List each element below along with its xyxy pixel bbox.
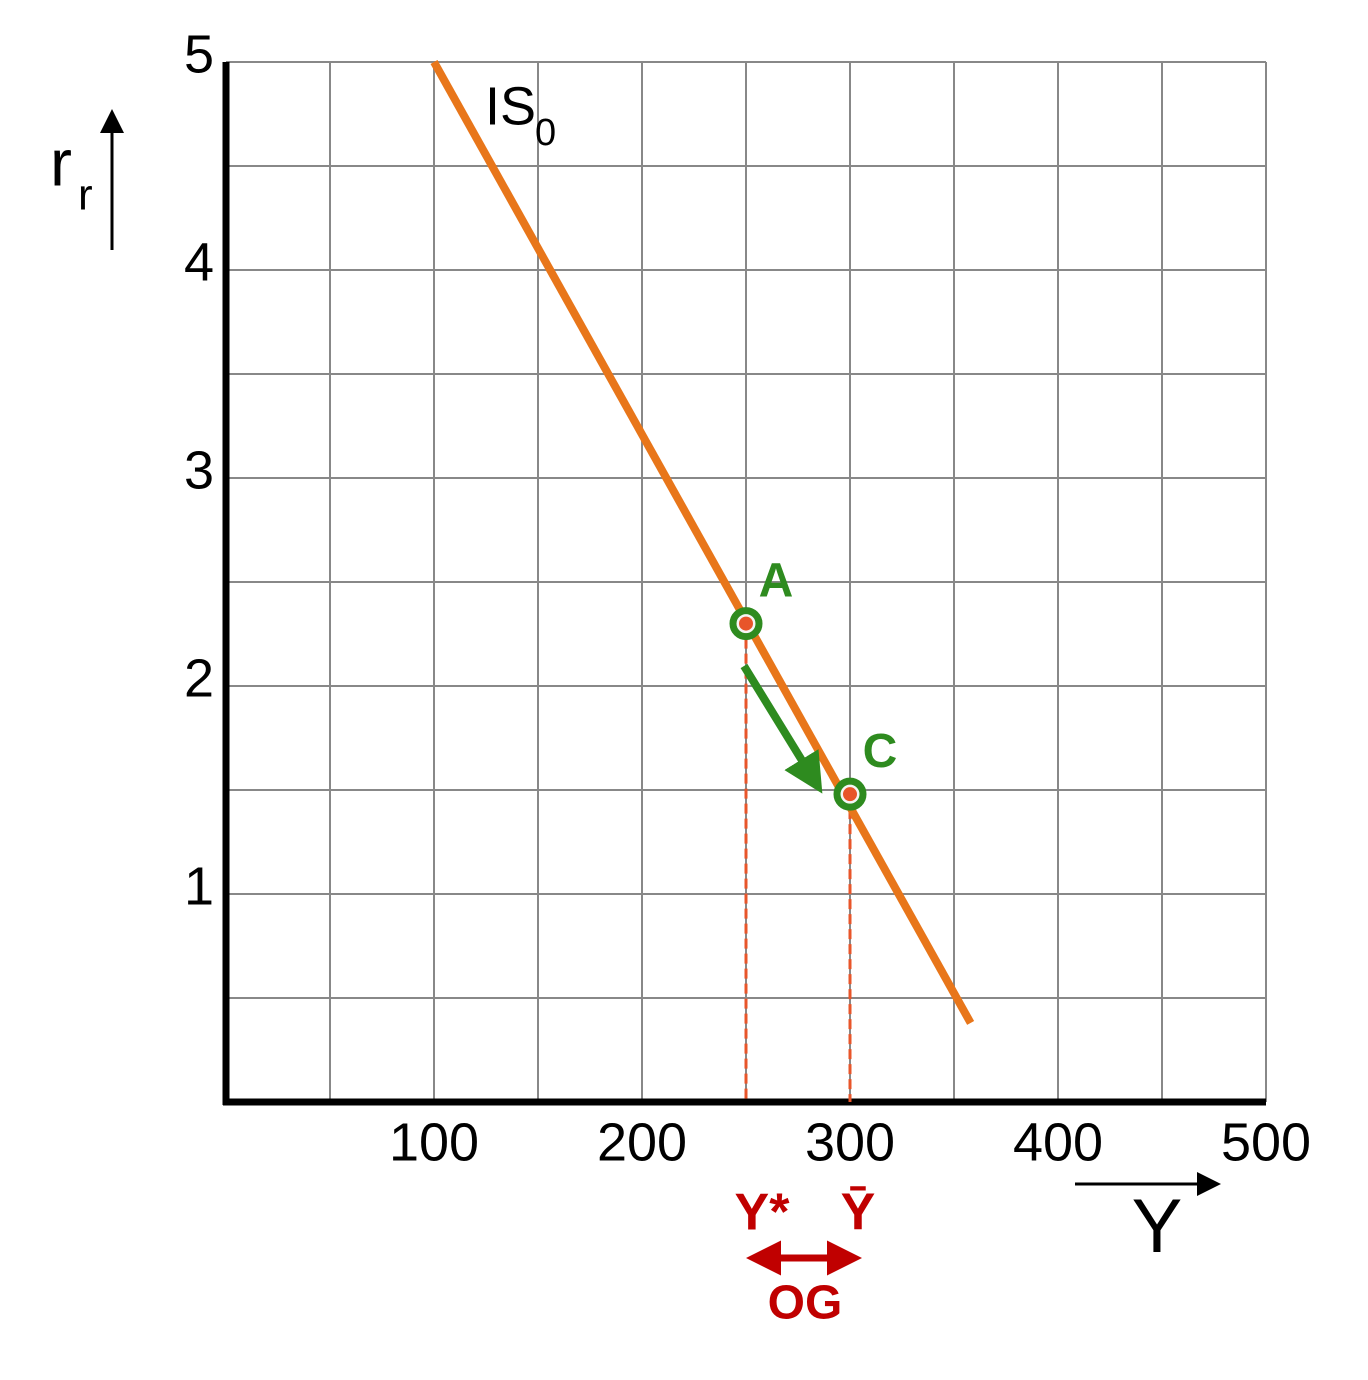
y-tick-label: 4 — [184, 232, 214, 292]
y-tick-label: 1 — [184, 856, 214, 916]
curve-label-sub: 0 — [535, 112, 556, 154]
x-axis-label: Y — [1132, 1184, 1183, 1269]
x-tick-label: 400 — [1013, 1112, 1103, 1172]
x-tick-label: 200 — [597, 1112, 687, 1172]
point-label: C — [863, 725, 898, 778]
y-tick-label: 3 — [184, 440, 214, 500]
y-tick-label: 5 — [184, 24, 214, 84]
point-center — [843, 787, 857, 802]
point-center — [739, 616, 753, 631]
movement-arrow — [740, 663, 823, 794]
gap-label: OG — [768, 1277, 843, 1330]
x-tick-label: 300 — [805, 1112, 895, 1172]
y-tick-label: 2 — [184, 648, 214, 708]
x-marker-label: Ȳ — [841, 1184, 876, 1242]
x-marker-label: Y* — [735, 1184, 791, 1242]
y-axis-label-sub: r — [78, 171, 93, 220]
is-curve — [430, 60, 975, 1025]
y-axis-label: r — [50, 125, 72, 199]
point-label: A — [759, 554, 794, 607]
x-tick-label: 500 — [1221, 1112, 1311, 1172]
plot: 100 200 300 400 500 1 2 3 4 5 IS0 A Y* C Ȳ OG — [184, 24, 1311, 1329]
x-tick-label: 100 — [389, 1112, 479, 1172]
curve-label: IS — [485, 76, 536, 136]
